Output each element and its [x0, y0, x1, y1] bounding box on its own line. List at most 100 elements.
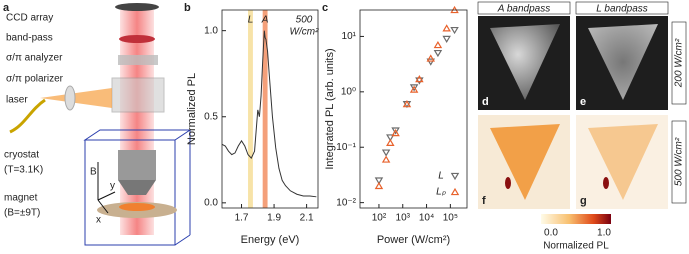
label: B	[90, 167, 97, 178]
panel-label: e	[580, 96, 586, 108]
images: A bandpass L bandpass d e f g 200 W/cm² …	[477, 1, 687, 252]
label: magnet	[4, 193, 38, 204]
label: (B=±9T)	[4, 208, 40, 219]
point	[374, 177, 384, 185]
panel-label: a	[3, 2, 10, 14]
x-tick-label: 10²	[372, 213, 387, 224]
colorbar-label: Normalized PL	[543, 241, 609, 252]
column-header	[477, 1, 571, 15]
panel-label: c	[322, 2, 328, 14]
point	[415, 75, 424, 83]
label: CCD array	[6, 13, 53, 24]
spectrum	[221, 30, 317, 198]
label: y	[110, 181, 115, 192]
point	[426, 58, 435, 66]
cryostat-edge	[174, 234, 191, 246]
point	[426, 54, 435, 62]
axes-frame	[359, 9, 468, 209]
legend-label: Lₚ	[436, 187, 447, 198]
point	[386, 134, 395, 142]
analyzer	[118, 55, 158, 65]
x-tick-label: 10³	[396, 213, 411, 224]
x-tick-label: 1.7	[235, 213, 249, 224]
column-header	[575, 1, 669, 15]
y-tick-label: 10¹	[342, 31, 357, 42]
flake	[490, 124, 560, 200]
point	[374, 181, 384, 190]
label: σ/π polarizer	[6, 74, 64, 85]
y-tick-label: 0.0	[204, 197, 218, 208]
panel-label: f	[482, 195, 486, 207]
spot	[603, 177, 609, 189]
point	[415, 77, 424, 85]
fiber	[9, 98, 46, 134]
y-axis-label: Normalized PL	[186, 73, 198, 145]
point	[402, 100, 412, 108]
axes-frame	[221, 9, 319, 209]
colorbar-tick: 0.0	[544, 228, 558, 239]
point	[433, 49, 443, 58]
annotation: W/cm²	[290, 27, 320, 38]
band	[262, 10, 268, 208]
band	[248, 10, 253, 208]
band-label: L	[248, 15, 254, 26]
colorbar	[541, 214, 611, 224]
label: cryostat	[4, 150, 39, 161]
row-header	[671, 21, 687, 105]
x-tick-label: 2.1	[300, 213, 314, 224]
panel-label: d	[482, 96, 489, 108]
column-title: L bandpass	[596, 4, 648, 15]
objective-tip	[118, 180, 156, 195]
label: x	[96, 215, 101, 226]
y-axis-label: Integrated PL (arb. units)	[324, 48, 336, 169]
label: band-pass	[6, 33, 53, 44]
label: σ/π analyzer	[6, 53, 63, 64]
row-title: 500 W/cm²	[674, 137, 685, 186]
axis-y	[97, 191, 116, 201]
flake	[588, 24, 658, 100]
y-tick-label: 10⁻¹	[336, 142, 356, 153]
point	[409, 85, 419, 93]
flake	[588, 124, 658, 200]
x-tick-label: 1.9	[267, 213, 281, 224]
point	[442, 35, 451, 44]
x-axis-label: Energy (eV)	[241, 234, 300, 246]
flake	[490, 24, 560, 100]
point	[381, 149, 391, 157]
point	[381, 155, 391, 163]
axis-x	[97, 199, 109, 214]
annotation: 500	[296, 15, 313, 26]
cryostat	[84, 139, 176, 246]
x-tick-label: 10⁴	[419, 213, 434, 224]
x-axis-label: Power (W/cm²)	[377, 234, 450, 246]
beam	[120, 10, 154, 235]
row-title: 200 W/cm²	[674, 38, 685, 88]
beam-splitter	[111, 77, 165, 113]
label: laser	[6, 95, 28, 106]
legend-marker	[450, 172, 460, 181]
label: (T=3.1K)	[4, 165, 43, 176]
point	[391, 129, 400, 137]
laser-beam	[40, 88, 112, 108]
point	[386, 138, 395, 147]
lens	[64, 85, 76, 111]
y-tick-label: 0.5	[204, 111, 218, 122]
point	[442, 24, 451, 32]
y-tick-label: 10⁰	[341, 86, 356, 97]
point	[433, 40, 443, 49]
y-tick-label: 1.0	[204, 25, 218, 36]
x-tick-label: 10⁵	[443, 213, 458, 224]
colorbar-tick: 1.0	[597, 228, 611, 239]
column-title: A bandpass	[497, 4, 550, 15]
schematic: a CCD array band-pass σ/π analyzer σ/π p…	[3, 2, 192, 246]
sample	[119, 203, 155, 211]
row-header	[671, 120, 687, 204]
point	[450, 26, 459, 35]
objective	[118, 150, 156, 180]
band-label: A	[261, 15, 269, 26]
panel-label: g	[580, 195, 587, 207]
legend-label: L	[438, 171, 444, 182]
bandpass-filter	[119, 35, 155, 43]
panel-label: b	[184, 2, 191, 14]
